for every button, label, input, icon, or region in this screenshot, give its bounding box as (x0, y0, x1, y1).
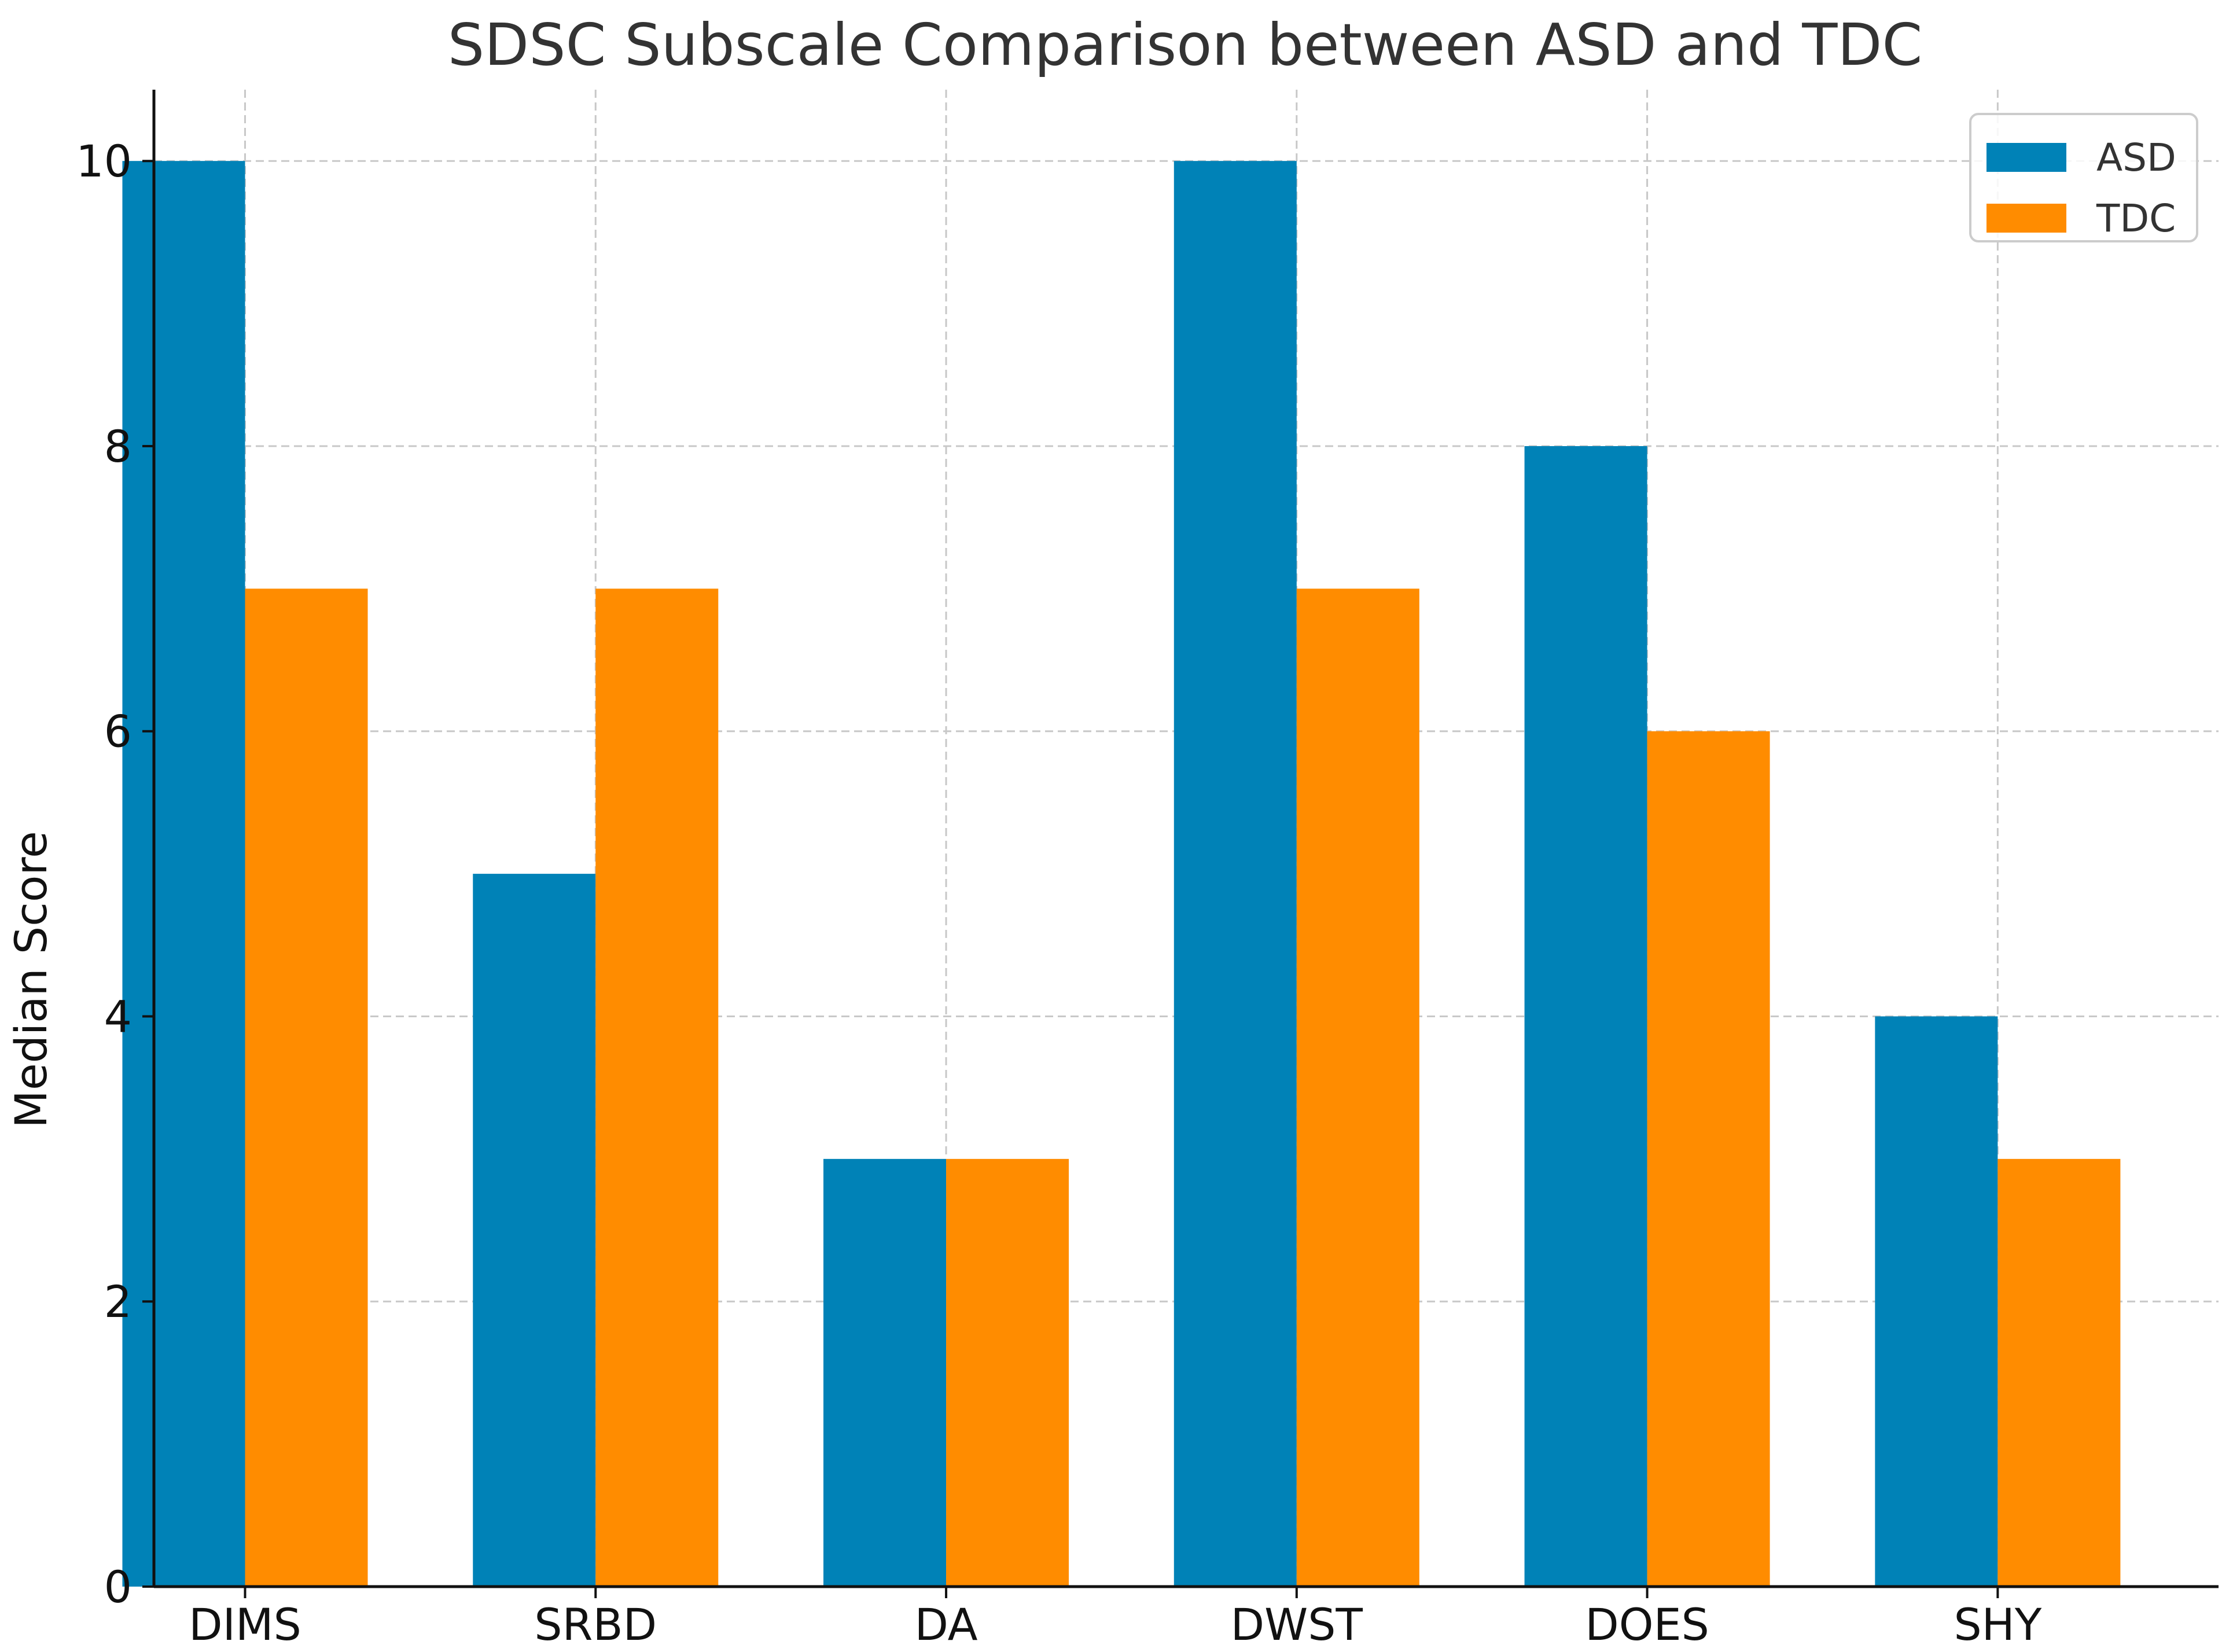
bar-asd-dims (122, 161, 245, 1587)
y-tick-label: 6 (104, 706, 132, 757)
y-axis-label: Median Score (5, 831, 57, 1128)
x-tick-label: DWST (1231, 1599, 1363, 1650)
x-tick-label: SHY (1954, 1599, 2041, 1650)
y-tick-label: 2 (104, 1276, 132, 1327)
y-tick-label: 4 (104, 991, 132, 1042)
x-tick-label: DOES (1585, 1599, 1709, 1650)
bar-tdc-does (1647, 731, 1770, 1587)
bar-asd-da (823, 1158, 947, 1587)
legend-swatch-asd (1986, 143, 2066, 172)
x-tick-label: DA (914, 1599, 977, 1650)
bar-asd-dwst (1173, 161, 1297, 1587)
legend-label-tdc: TDC (2096, 196, 2176, 241)
y-tick-label: 10 (76, 135, 132, 187)
chart-title: SDSC Subscale Comparison between ASD and… (448, 11, 1923, 79)
ticks-layer: 0 2 4 6 8 10 DIMS SRBD DA DWST DOES SHY (76, 135, 2042, 1650)
legend-label-asd: ASD (2096, 135, 2176, 180)
axes-layer (152, 90, 2219, 1588)
bar-asd-srbd (473, 874, 596, 1587)
bar-asd-does (1524, 446, 1647, 1587)
bar-tdc-da (946, 1158, 1069, 1587)
bar-tdc-shy (1997, 1158, 2121, 1587)
legend-swatch-tdc (1986, 204, 2066, 233)
legend: ASD TDC (1969, 113, 2198, 242)
x-tick-label: SRBD (534, 1599, 657, 1650)
y-tick-label: 8 (104, 421, 132, 472)
x-tick-label: DIMS (189, 1599, 301, 1650)
y-tick-label: 0 (104, 1561, 132, 1613)
bars-layer (122, 161, 2121, 1587)
bar-asd-shy (1875, 1016, 1998, 1587)
bar-tdc-dims (245, 588, 368, 1587)
bar-tdc-dwst (1296, 588, 1419, 1587)
bar-tdc-srbd (595, 588, 719, 1587)
